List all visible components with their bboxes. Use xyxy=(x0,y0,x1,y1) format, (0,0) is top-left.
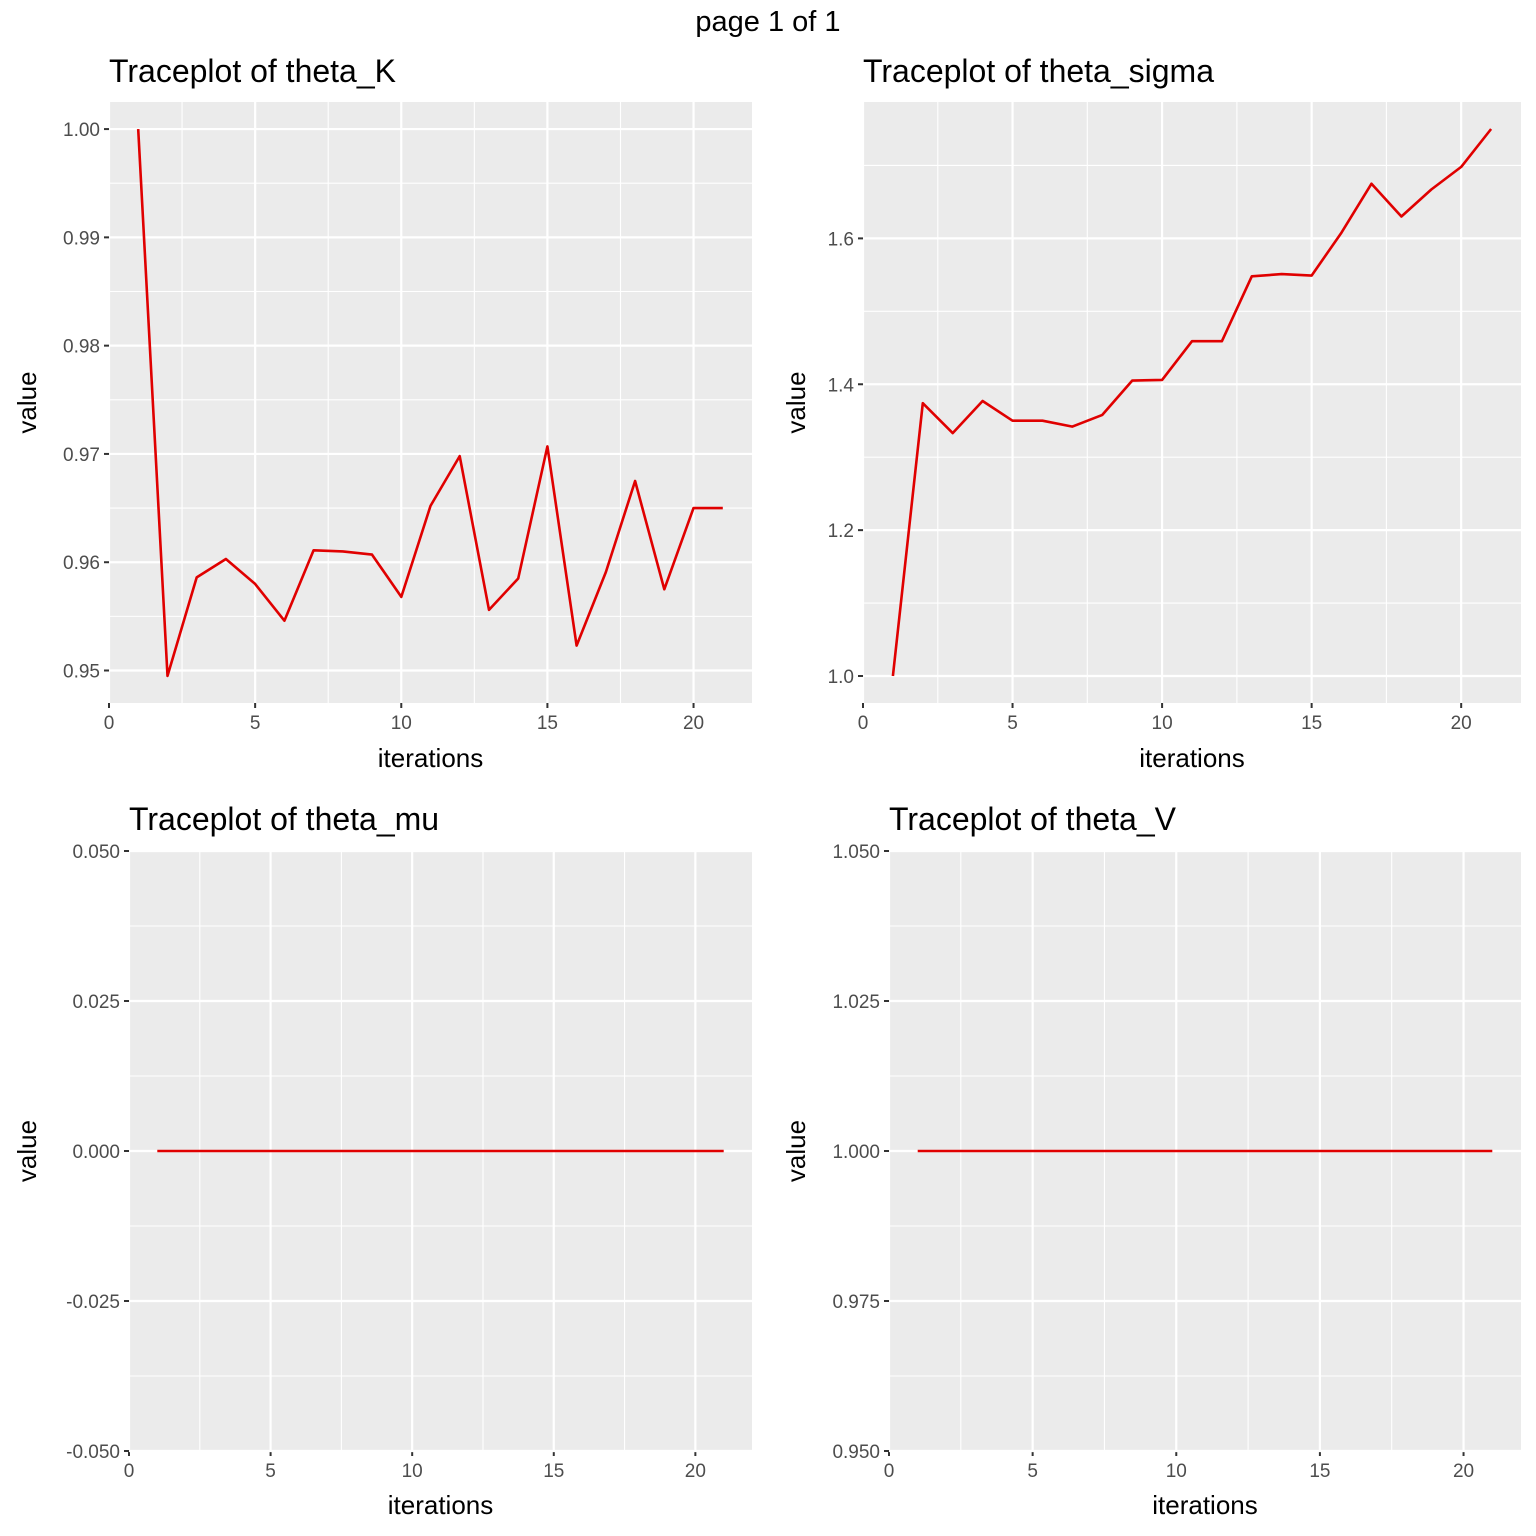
panel-4-y-tick-label: 0.950 xyxy=(832,1442,880,1463)
panel-3-y-tick-label: -0.025 xyxy=(66,1292,120,1313)
panel-3-y-tick-label: 0.000 xyxy=(72,1142,120,1163)
panel-2-x-tick-label: 10 xyxy=(1152,713,1173,734)
panel-4-x-tick-label: 0 xyxy=(884,1461,895,1482)
panel-4-y-tick-label: 1.000 xyxy=(832,1142,880,1163)
panel-3-x-tick-label: 5 xyxy=(265,1461,276,1482)
panel-2-x-axis-title: iterations xyxy=(1139,743,1245,773)
panel-3-x-tick-label: 15 xyxy=(543,1461,564,1482)
panel-2-title: Traceplot of theta_sigma xyxy=(863,53,1214,89)
panel-2-y-tick-label: 1.4 xyxy=(828,375,855,396)
panel-3-y-tick-label: 0.025 xyxy=(72,992,120,1013)
page-title: page 1 of 1 xyxy=(695,6,841,38)
panel-1-y-tick-label: 0.99 xyxy=(63,228,100,249)
panel-1-title: Traceplot of theta_K xyxy=(109,53,396,89)
panel-1-y-tick-label: 0.95 xyxy=(63,662,100,683)
panel-3-y-tick-label: -0.050 xyxy=(66,1442,120,1463)
panel-4-title: Traceplot of theta_V xyxy=(889,801,1177,837)
panel-1-y-tick-label: 0.97 xyxy=(63,445,100,466)
panel-4-x-tick-label: 5 xyxy=(1027,1461,1038,1482)
panel-3-y-axis-title: value xyxy=(12,1120,42,1182)
panel-2-x-tick-label: 15 xyxy=(1301,713,1322,734)
panel-1-y-tick-label: 1.00 xyxy=(63,120,100,141)
panel-4-x-tick-label: 15 xyxy=(1309,1461,1330,1482)
panel-1-plot-background xyxy=(109,102,752,703)
panel-1-x-tick-label: 0 xyxy=(104,713,115,734)
panel-4-x-tick-label: 20 xyxy=(1453,1461,1474,1482)
panel-3-x-tick-label: 0 xyxy=(124,1461,135,1482)
panel-1-x-tick-label: 15 xyxy=(537,713,558,734)
panel-3-x-tick-label: 10 xyxy=(402,1461,423,1482)
panel-1-y-tick-label: 0.98 xyxy=(63,337,100,358)
panel-2-y-tick-label: 1.6 xyxy=(828,229,854,250)
panel-3-y-tick-label: 0.050 xyxy=(72,842,120,863)
panel-4-y-tick-label: 1.050 xyxy=(832,842,880,863)
panel-3-x-tick-label: 20 xyxy=(685,1461,706,1482)
panel-4-x-tick-label: 10 xyxy=(1166,1461,1187,1482)
panel-2-series-line xyxy=(891,128,1493,677)
panel-2-x-tick-label: 20 xyxy=(1451,713,1472,734)
panel-2-y-tick-label: 1.2 xyxy=(828,521,854,542)
panel-4-y-tick-label: 1.025 xyxy=(832,992,880,1013)
panel-1-x-tick-label: 10 xyxy=(391,713,412,734)
panel-1-series-line xyxy=(136,129,723,678)
panel-1-x-tick-label: 5 xyxy=(250,713,261,734)
panel-2-y-axis-title: value xyxy=(781,371,811,433)
panel-4-y-axis-title: value xyxy=(781,1120,811,1182)
panel-1-x-tick-label: 20 xyxy=(683,713,704,734)
panel-1-y-axis-title: value xyxy=(12,371,42,433)
panel-2-x-tick-label: 5 xyxy=(1007,713,1018,734)
panel-1-y-tick-label: 0.96 xyxy=(63,553,100,574)
panel-2-y-tick-label: 1.0 xyxy=(828,667,854,688)
panel-3-title: Traceplot of theta_mu xyxy=(129,801,439,837)
panel-2-plot-background xyxy=(863,102,1521,703)
panel-4-y-tick-label: 0.975 xyxy=(832,1292,880,1313)
panel-4-x-axis-title: iterations xyxy=(1152,1490,1258,1520)
panel-3-x-axis-title: iterations xyxy=(388,1490,494,1520)
panel-1-x-axis-title: iterations xyxy=(378,743,484,773)
panel-2-x-tick-label: 0 xyxy=(858,713,869,734)
